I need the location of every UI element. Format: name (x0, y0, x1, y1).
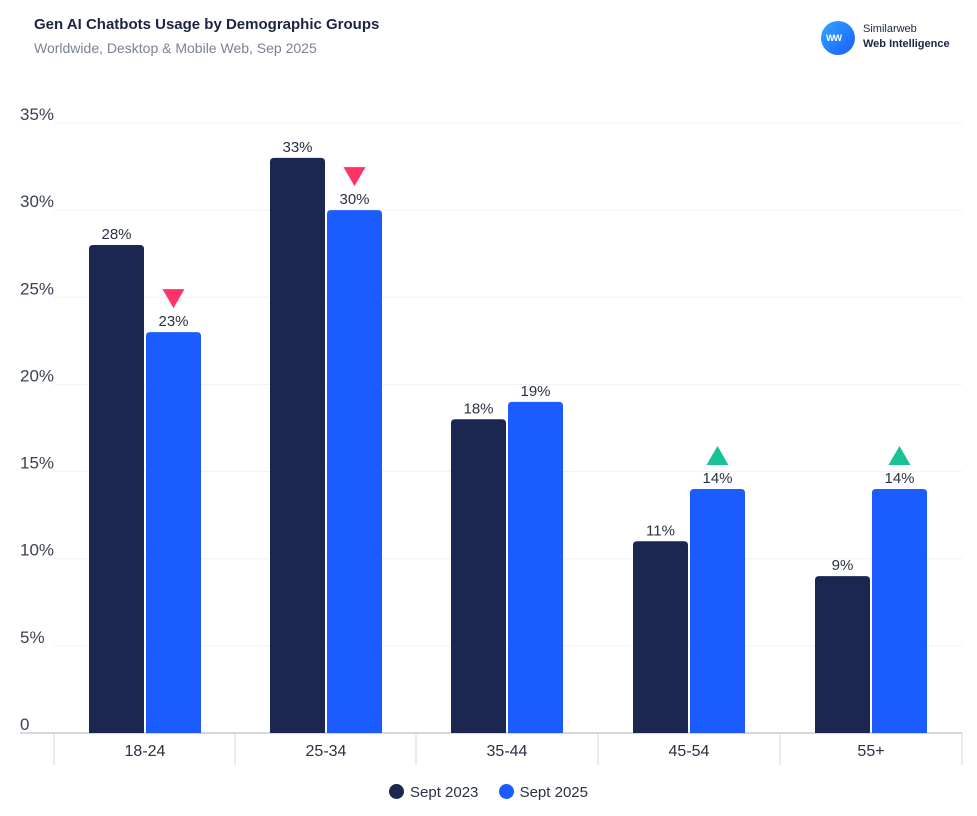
y-tick-label: 25% (20, 279, 54, 298)
bar-sept-2023-35-44 (451, 419, 506, 733)
legend-item-sept-2025[interactable]: Sept 2025 (498, 784, 588, 801)
bar-sept-2025-45-54 (690, 489, 745, 733)
data-label: 18% (463, 400, 493, 417)
brand-block: WW Similarweb Web Intelligence (821, 20, 971, 60)
bar-sept-2023-45-54 (633, 541, 688, 733)
bar-sept-2023-25-34 (270, 157, 325, 733)
x-tick-label: 45-54 (669, 743, 710, 760)
data-label: 30% (339, 191, 369, 208)
increase-arrow-icon (888, 446, 911, 465)
brand-product: Web Intelligence (863, 38, 950, 50)
y-tick-label: 10% (20, 541, 54, 560)
logo-text: WW (826, 33, 842, 43)
legend-label: Sept 2023 (410, 784, 479, 801)
legend-label: Sept 2025 (519, 784, 588, 801)
decrease-arrow-icon (162, 289, 185, 309)
y-tick-label: 15% (20, 454, 54, 473)
data-label: 14% (884, 470, 914, 487)
y-tick-label: 35% (20, 105, 54, 124)
bar-sept-2023-55+ (815, 576, 870, 733)
data-label: 28% (101, 226, 131, 243)
legend-swatch-sept-2023 (389, 784, 404, 799)
x-tick-label: 25-34 (306, 743, 347, 760)
legend-swatch-sept-2025 (498, 784, 514, 799)
chart-title: Gen AI Chatbots Usage by Demographic Gro… (34, 16, 380, 33)
y-tick-label: 0 (20, 715, 29, 734)
legend-item-sept-2023[interactable]: Sept 2023 (389, 784, 478, 801)
y-tick-label: 20% (20, 366, 54, 385)
x-tick-label: 35-44 (487, 743, 528, 760)
increase-arrow-icon (706, 446, 729, 465)
data-label: 11% (646, 522, 675, 539)
brand-name: Similarweb (863, 23, 917, 35)
bar-sept-2025-25-34 (327, 210, 382, 734)
bar-sept-2023-18-24 (89, 245, 144, 733)
similarweb-logo-icon: WW (821, 21, 855, 55)
legend: Sept 2023 Sept 2025 (0, 784, 977, 801)
bar-sept-2025-55+ (872, 489, 927, 733)
bar-sept-2025-18-24 (146, 332, 201, 733)
data-label: 19% (520, 383, 550, 400)
bar-sept-2025-35-44 (508, 401, 563, 733)
data-label: 23% (158, 313, 188, 330)
x-tick-label: 55+ (857, 743, 884, 760)
data-label: 33% (282, 139, 312, 156)
data-label: 9% (832, 557, 854, 574)
chart-subtitle: Worldwide, Desktop & Mobile Web, Sep 202… (34, 40, 317, 56)
y-tick-label: 30% (20, 192, 54, 211)
y-tick-label: 5% (20, 628, 45, 647)
decrease-arrow-icon (343, 167, 366, 187)
data-label: 14% (702, 470, 732, 487)
x-tick-label: 18-24 (125, 743, 166, 760)
